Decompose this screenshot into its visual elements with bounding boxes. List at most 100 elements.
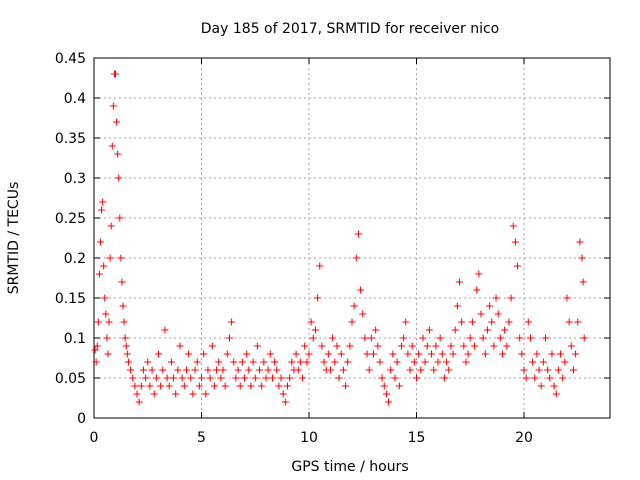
data-point (163, 374, 171, 382)
data-point (113, 118, 121, 126)
data-point (200, 350, 208, 358)
data-point (447, 342, 455, 350)
data-point (574, 318, 582, 326)
data-point (380, 382, 388, 390)
data-point (95, 270, 103, 278)
x-tick-label: 0 (90, 430, 99, 446)
y-tick-label: 0.35 (55, 131, 86, 147)
data-point (419, 334, 427, 342)
data-point (121, 334, 129, 342)
data-point (253, 342, 261, 350)
data-point (402, 318, 410, 326)
data-point (157, 382, 165, 390)
data-point (249, 358, 257, 366)
data-point (116, 214, 124, 222)
data-point (167, 358, 175, 366)
data-point (170, 374, 178, 382)
data-point (93, 342, 101, 350)
data-point (109, 102, 117, 110)
data-point (241, 374, 248, 382)
data-point (348, 318, 356, 326)
data-point (488, 318, 496, 326)
data-point (466, 334, 474, 342)
y-tick-label: 0.05 (55, 371, 86, 387)
data-point (135, 398, 143, 406)
data-point (94, 318, 102, 326)
data-point (314, 294, 322, 302)
data-point (357, 286, 365, 294)
data-point (494, 310, 502, 318)
data-point (503, 342, 511, 350)
data-point (342, 382, 350, 390)
data-point (268, 374, 276, 382)
data-point (230, 358, 238, 366)
data-point (499, 350, 506, 358)
x-axis-label: GPS time / hours (291, 459, 408, 475)
data-point (400, 334, 408, 342)
data-point (119, 302, 127, 310)
data-point (546, 374, 554, 382)
data-point (228, 318, 236, 326)
data-point (486, 302, 494, 310)
data-point (462, 358, 470, 366)
data-point (580, 334, 588, 342)
y-tick-label: 0.4 (64, 91, 86, 107)
data-point (150, 390, 158, 398)
data-point (473, 286, 481, 294)
data-point (565, 318, 573, 326)
data-point (542, 334, 549, 342)
data-point (331, 358, 339, 366)
data-point (404, 350, 412, 358)
data-point (210, 382, 218, 390)
data-point (251, 374, 259, 382)
data-point (337, 350, 345, 358)
data-point (479, 334, 487, 342)
x-tick-label: 20 (515, 430, 533, 446)
data-point (316, 262, 324, 270)
data-point (524, 318, 532, 326)
data-point (335, 374, 343, 382)
data-point (271, 358, 279, 366)
data-point (262, 374, 270, 382)
data-point (311, 326, 319, 334)
data-point (511, 238, 519, 246)
data-point (221, 382, 229, 390)
data-point (139, 366, 147, 374)
data-point (127, 366, 135, 374)
data-point (102, 310, 110, 318)
data-point (98, 206, 106, 214)
data-point (477, 310, 485, 318)
data-point (115, 174, 123, 182)
data-point (552, 390, 560, 398)
data-point (215, 358, 223, 366)
data-point (344, 358, 352, 366)
data-point (363, 350, 371, 358)
data-point (120, 318, 128, 326)
data-point (105, 318, 113, 326)
data-point (327, 366, 334, 374)
data-point (305, 350, 313, 358)
data-point (296, 358, 304, 366)
data-point (425, 326, 433, 334)
data-point (567, 342, 575, 350)
data-point (178, 374, 186, 382)
data-point (223, 350, 231, 358)
data-point (133, 390, 141, 398)
data-point (247, 382, 255, 390)
data-point (569, 366, 577, 374)
data-point (176, 342, 184, 350)
data-point (213, 366, 221, 374)
data-point (397, 342, 405, 350)
data-point (387, 366, 395, 374)
data-point (385, 398, 393, 406)
data-point (529, 358, 537, 366)
y-tick-label: 0.1 (64, 331, 86, 347)
data-point (303, 358, 311, 366)
data-point (180, 382, 188, 390)
data-point (408, 342, 416, 350)
data-point (91, 346, 99, 354)
data-point (275, 382, 283, 390)
grid (94, 58, 610, 418)
data-point (520, 366, 528, 374)
